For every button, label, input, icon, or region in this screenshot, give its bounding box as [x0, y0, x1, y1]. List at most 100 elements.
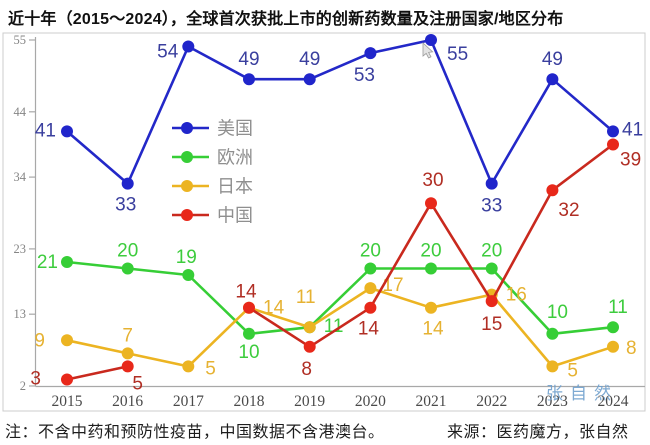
x-tick-label: 2019 — [294, 393, 325, 410]
data-label: 53 — [354, 65, 375, 86]
data-label: 49 — [542, 49, 563, 70]
data-point — [61, 256, 73, 268]
data-point — [425, 34, 437, 46]
legend-label: 美国 — [217, 119, 253, 139]
y-tick-label: 34 — [14, 170, 27, 184]
data-label: 11 — [296, 287, 316, 308]
data-label: 30 — [422, 170, 443, 191]
data-point — [182, 40, 195, 53]
data-point — [243, 327, 255, 340]
data-label: 41 — [622, 119, 643, 140]
data-label: 54 — [157, 42, 179, 63]
data-point — [121, 347, 134, 360]
data-label: 11 — [608, 297, 628, 318]
series-line — [66, 38, 614, 185]
data-label: 49 — [299, 49, 320, 70]
data-label: 11 — [324, 316, 344, 337]
data-label: 14 — [235, 282, 257, 303]
data-point — [61, 334, 73, 347]
legend-item-日本: 日本 — [172, 177, 253, 197]
y-tick-label: 23 — [14, 242, 27, 256]
series-line — [66, 286, 614, 368]
data-point — [485, 295, 498, 308]
data-label: 32 — [558, 200, 579, 221]
data-label: 8 — [626, 338, 637, 359]
data-point — [485, 262, 498, 275]
data-label: 49 — [238, 49, 259, 70]
plot-frame — [2, 32, 646, 412]
series-日本: 9 7 5 14 11 17 14 16 5 8 — [34, 275, 636, 381]
data-label: 10 — [238, 342, 259, 363]
watermark: 张自然 — [546, 384, 618, 403]
data-point — [546, 73, 559, 86]
data-point — [607, 321, 619, 334]
legend-marker-dot — [181, 209, 193, 221]
data-label: 55 — [447, 44, 468, 65]
data-label: 16 — [506, 285, 527, 306]
data-label: 5 — [205, 358, 216, 379]
data-label: 8 — [301, 359, 312, 380]
mouse-cursor-icon — [422, 42, 434, 59]
series-line — [66, 260, 614, 336]
data-point — [243, 301, 255, 314]
data-point — [121, 177, 134, 190]
data-label: 9 — [34, 330, 45, 351]
data-point — [243, 73, 255, 86]
data-label: 5 — [132, 373, 143, 394]
series-line — [66, 143, 614, 381]
data-label: 33 — [115, 195, 136, 216]
data-label: 20 — [420, 241, 441, 262]
x-tick-label: 2018 — [234, 393, 265, 410]
data-point — [546, 360, 559, 373]
data-point — [607, 138, 619, 151]
data-label: 3 — [30, 369, 41, 390]
legend-label: 欧洲 — [217, 148, 253, 168]
data-label: 10 — [547, 302, 568, 323]
legend-item-美国: 美国 — [172, 119, 253, 139]
series-美国: 41 33 54 49 49 53 55 33 49 41 — [35, 34, 643, 217]
legend-marker-dot — [181, 151, 193, 163]
y-tick-label: 2 — [20, 379, 26, 393]
y-tick-label: 13 — [14, 307, 27, 321]
data-label: 7 — [122, 325, 133, 346]
legend-marker-dot — [181, 180, 193, 192]
y-tick-label: 44 — [14, 105, 27, 119]
data-point — [485, 177, 498, 190]
data-point — [364, 47, 377, 60]
legend-item-中国: 中国 — [172, 206, 253, 226]
data-point — [303, 340, 316, 353]
data-label: 5 — [567, 360, 578, 381]
data-label: 14 — [422, 319, 444, 340]
data-point — [364, 301, 377, 314]
footnote: 注：不含中药和预防性疫苗，中国数据不含港澳台。 — [5, 424, 385, 441]
data-point — [607, 125, 619, 138]
legend-label: 日本 — [217, 177, 253, 197]
data-point — [61, 125, 73, 138]
data-label: 41 — [35, 120, 56, 141]
data-point — [303, 321, 316, 334]
data-point — [121, 360, 134, 373]
data-label: 21 — [37, 252, 58, 273]
data-point — [546, 327, 559, 340]
x-tick-label: 2021 — [416, 393, 447, 410]
data-point — [303, 73, 316, 86]
series-中国: 3 5 14 8 14 30 15 32 39 — [30, 138, 641, 394]
data-point — [425, 262, 437, 275]
data-label: 20 — [360, 241, 381, 262]
data-point — [546, 184, 559, 197]
y-tick-label: 55 — [14, 33, 27, 47]
series-欧洲: 21 20 19 10 11 20 20 20 10 11 — [37, 241, 628, 363]
data-label: 20 — [481, 241, 502, 262]
data-label: 33 — [481, 196, 502, 217]
source-note: 来源：医药魔方，张自然 — [447, 424, 629, 441]
x-tick-label: 2016 — [112, 393, 143, 410]
data-point — [182, 360, 195, 373]
data-point — [121, 262, 134, 275]
data-label: 39 — [620, 150, 641, 171]
legend-label: 中国 — [217, 206, 253, 226]
data-point — [607, 340, 619, 353]
x-tick-label: 2022 — [476, 393, 507, 410]
